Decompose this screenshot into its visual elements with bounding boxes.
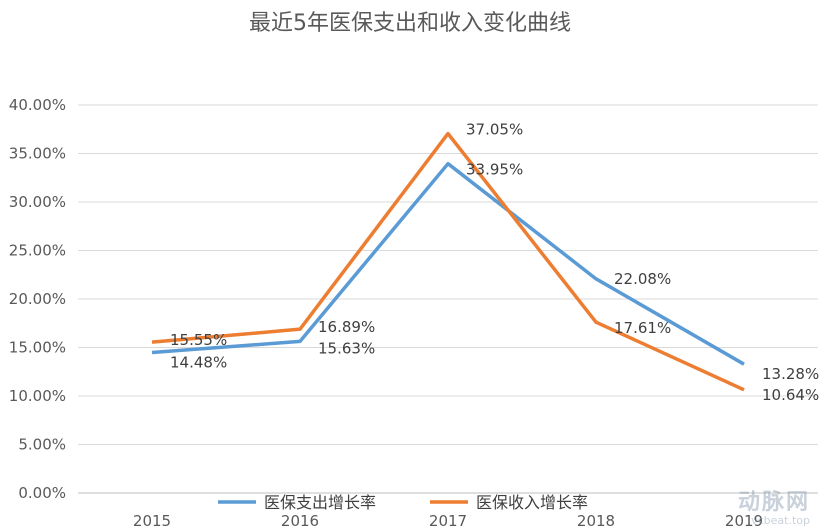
data-label: 14.48%	[170, 354, 227, 372]
series-lines	[151, 131, 745, 392]
legend-label: 医保支出增长率	[264, 493, 376, 512]
y-tick-label: 40.00%	[9, 96, 66, 114]
y-tick-label: 15.00%	[9, 339, 66, 357]
data-label: 15.55%	[170, 331, 227, 349]
x-tick-label: 2017	[429, 512, 467, 530]
data-label: 10.64%	[762, 386, 819, 404]
chart-title: 最近5年医保支出和收入变化曲线	[249, 11, 571, 36]
y-tick-label: 25.00%	[9, 242, 66, 260]
data-label: 33.95%	[466, 161, 523, 179]
x-tick-label: 2016	[281, 512, 319, 530]
watermark-logo: 动脉网	[737, 490, 810, 515]
y-tick-label: 20.00%	[9, 290, 66, 308]
x-tick-label: 2019	[725, 512, 763, 530]
x-axis-ticks: 2015 2016 2017 2018 2019	[133, 512, 763, 530]
data-label: 15.63%	[318, 339, 375, 357]
y-axis-ticks: 0.00% 5.00% 10.00% 15.00% 20.00% 25.00% 30.00%…	[9, 96, 66, 502]
data-label: 37.05%	[466, 121, 523, 139]
x-tick-label: 2018	[577, 512, 615, 530]
legend-label: 医保收入增长率	[476, 493, 588, 512]
series-line-2	[151, 131, 745, 392]
y-tick-label: 30.00%	[9, 193, 66, 211]
x-tick-label: 2015	[133, 512, 171, 530]
data-label: 13.28%	[762, 365, 819, 383]
watermark: 动脉网 vcbeat.top	[738, 484, 810, 527]
y-tick-label: 10.00%	[9, 387, 66, 405]
y-tick-label: 5.00%	[18, 436, 66, 454]
watermark-site: vcbeat.top	[751, 514, 810, 527]
data-label: 22.08%	[614, 270, 671, 288]
data-label: 17.61%	[614, 319, 671, 337]
y-tick-label: 35.00%	[9, 145, 66, 163]
data-labels: 14.48% 15.63% 33.95% 22.08% 13.28% 15.55% 16.8…	[170, 121, 819, 404]
series-line-1	[151, 161, 745, 366]
y-tick-label: 0.00%	[18, 484, 66, 502]
data-label: 16.89%	[318, 318, 375, 336]
legend: 医保支出增长率 医保收入增长率	[218, 493, 588, 512]
